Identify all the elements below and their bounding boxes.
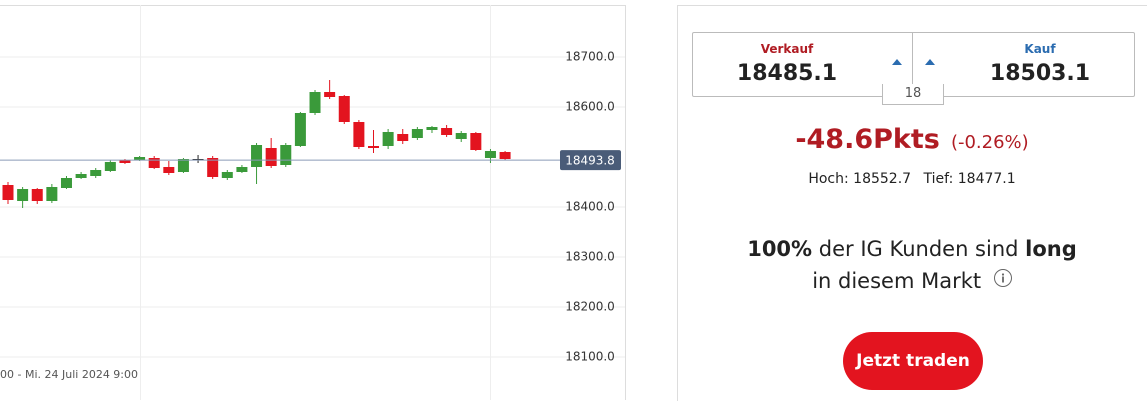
y-tick-label: 18400.0 xyxy=(565,200,615,214)
info-icon[interactable] xyxy=(993,269,1012,287)
high-label: Hoch: xyxy=(808,171,849,187)
y-tick-label: 18600.0 xyxy=(565,100,615,114)
last-price-label: 18493.8 xyxy=(565,154,615,168)
candle-body xyxy=(17,189,29,201)
candle-body xyxy=(411,129,423,138)
candle-body xyxy=(280,145,292,165)
candle-body xyxy=(163,167,175,173)
change-pct: (-0.26%) xyxy=(950,132,1029,153)
candle-body xyxy=(324,92,336,97)
info-glyph xyxy=(1001,273,1004,283)
candle-body xyxy=(90,170,102,176)
high: 18552.7 xyxy=(853,171,912,187)
sell-price: 18485.1 xyxy=(736,61,838,86)
candle-body xyxy=(309,92,321,113)
quote-box xyxy=(677,5,1147,401)
divider xyxy=(912,32,913,84)
candle-body xyxy=(294,113,306,146)
sentiment-text: der IG Kunden sind xyxy=(818,237,1019,261)
candle-body xyxy=(397,134,409,141)
candle-body xyxy=(368,146,379,148)
candle-body xyxy=(75,174,87,178)
candle-body xyxy=(470,133,482,150)
change: -48.6Pkts xyxy=(795,124,940,155)
candle-body xyxy=(207,158,219,177)
trade-button[interactable]: Jetzt traden xyxy=(843,332,983,390)
candle-body xyxy=(338,96,350,122)
sell-label: Verkauf xyxy=(760,42,814,56)
candle-body xyxy=(2,185,14,200)
y-tick-label: 18700.0 xyxy=(565,50,615,64)
low: 18477.1 xyxy=(957,171,1016,187)
last-price-box xyxy=(560,150,621,171)
candle-body xyxy=(251,145,263,167)
y-tick-label: 18100.0 xyxy=(565,350,615,364)
high-low: Hoch: 18552.7 Tief: 18477.1 xyxy=(677,171,1147,187)
sentiment-text2: in diesem Markt xyxy=(812,269,982,293)
candle-body xyxy=(177,159,189,172)
percent: 100% xyxy=(747,237,813,261)
buy-price: 18503.1 xyxy=(989,61,1091,86)
candle-body xyxy=(484,151,496,158)
candle-body xyxy=(46,187,58,201)
direction: long xyxy=(1025,237,1077,261)
candle-body xyxy=(148,158,160,168)
sentiment: 100% der IG Kunden sind long in diesem M… xyxy=(677,233,1147,297)
candle-body xyxy=(104,162,116,171)
chart: 00 - Mi. 24 Juli 2024 9:00 18700.0 18600.… xyxy=(0,5,626,400)
x-label: 00 - Mi. 24 Juli 2024 9:00 xyxy=(0,368,138,381)
candle-body xyxy=(441,128,453,135)
y-tick-label: 18300.0 xyxy=(565,250,615,264)
spread: 18 xyxy=(882,84,944,105)
candle-body xyxy=(382,132,394,146)
candle-body xyxy=(499,152,511,159)
candle-body xyxy=(426,127,438,130)
candle-body xyxy=(265,148,277,166)
candle-body xyxy=(119,160,131,163)
candle-body xyxy=(353,122,365,147)
buy-label: Kauf xyxy=(1024,42,1056,56)
low-label: Tief: xyxy=(923,171,954,187)
candle-body xyxy=(455,133,467,139)
candle-body xyxy=(236,167,248,172)
candle-body xyxy=(31,189,43,201)
change-row: -48.6Pkts (-0.26%) xyxy=(677,124,1147,155)
candle-body xyxy=(60,178,72,188)
candle-body xyxy=(221,172,233,178)
y-tick-label: 18200.0 xyxy=(565,300,615,314)
candle-body xyxy=(134,157,146,160)
